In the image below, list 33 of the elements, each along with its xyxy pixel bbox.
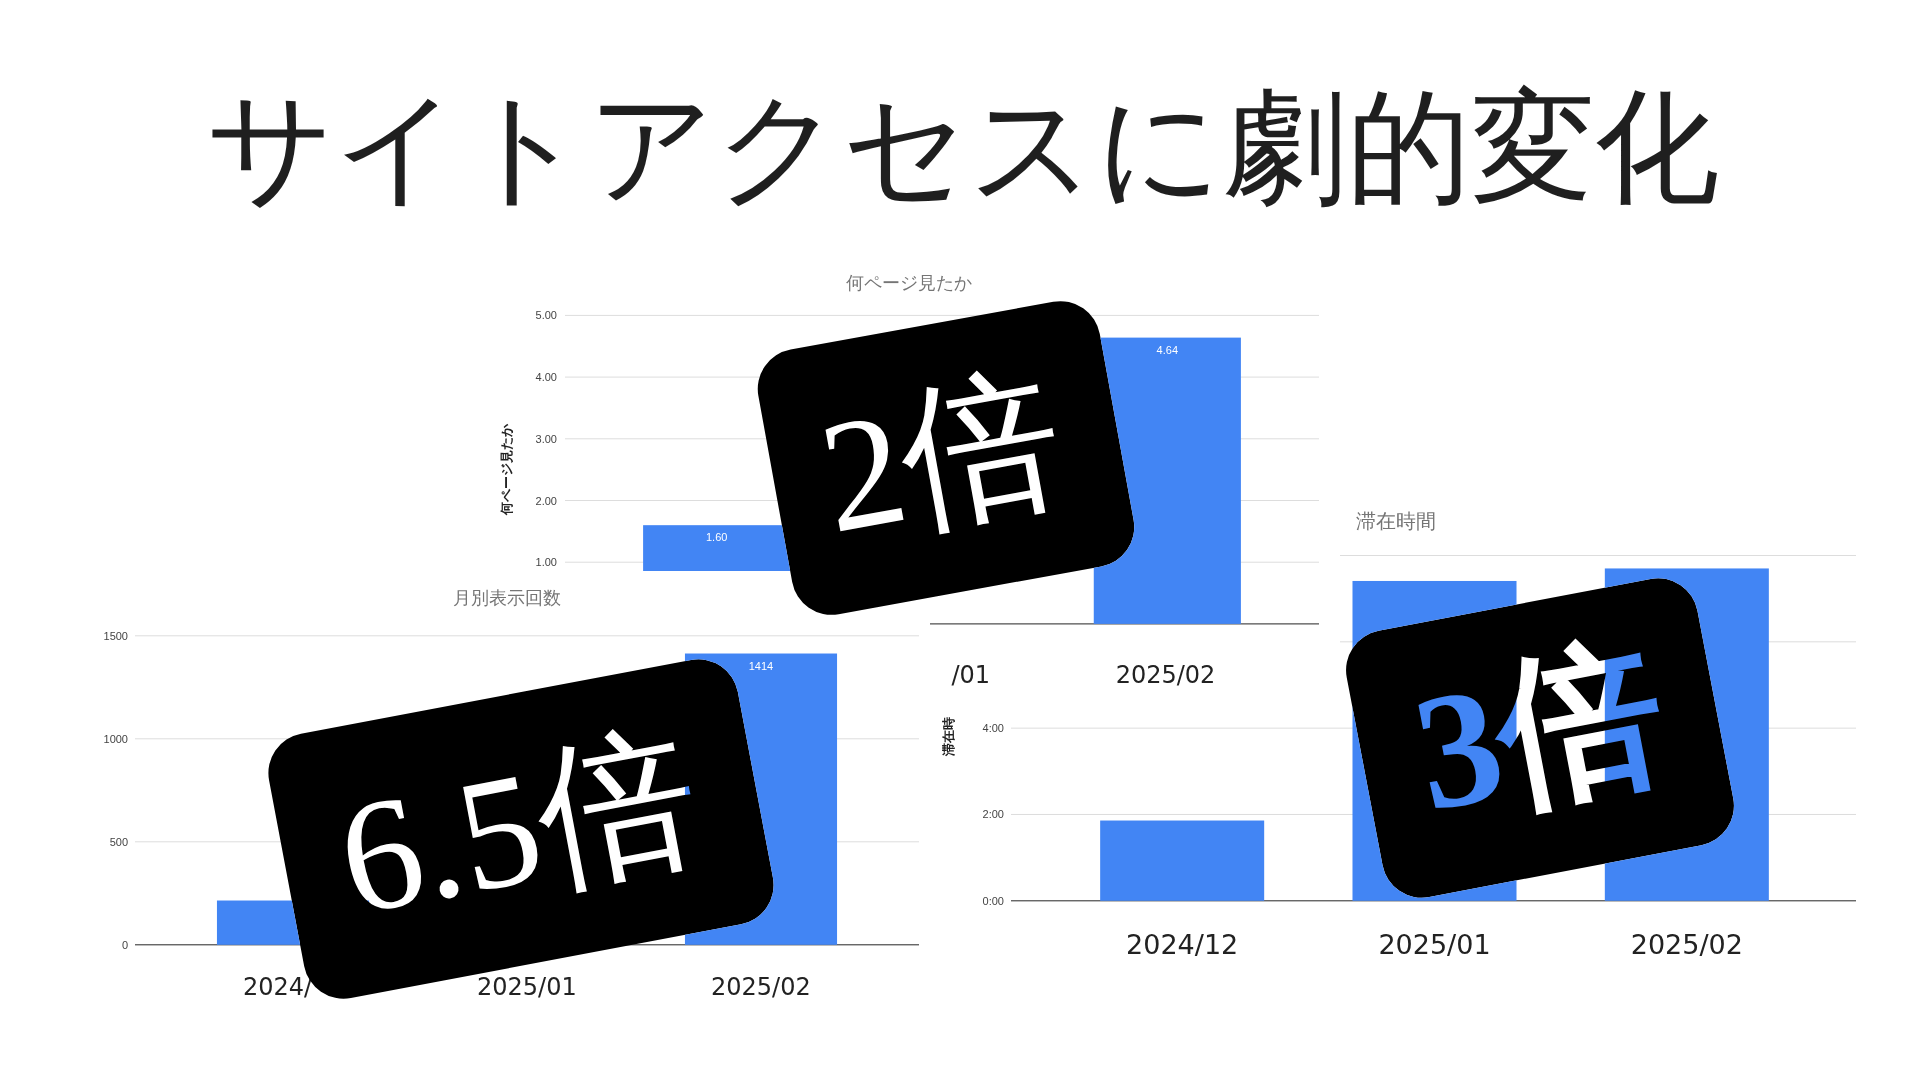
y-tick-label: 1.00 [535, 556, 557, 569]
y-tick-label: 0 [121, 938, 128, 951]
y-tick-label: 3.00 [535, 432, 557, 445]
chart-title: 月別表示回数 [453, 588, 561, 608]
x-tick-label: 2025/02 [1630, 928, 1743, 960]
x-tick-label: 2025/02 [711, 973, 811, 1001]
data-label: 1.60 [705, 531, 728, 544]
y-tick-label: 1500 [103, 629, 128, 642]
x-tick-label: 2025/01 [1378, 928, 1491, 960]
bar [1100, 820, 1265, 901]
x-tick-label: 2025/02 [1115, 661, 1216, 689]
chart-title: 何ページ見たか [846, 273, 972, 293]
y-tick-label: 5.00 [535, 309, 557, 322]
data-label: 1414 [748, 659, 774, 672]
x-tick-label: 2024/12 [1126, 928, 1239, 960]
y-tick-label: 4:00 [982, 722, 1004, 735]
data-label: 4.64 [1156, 343, 1179, 356]
y-tick-label: 2.00 [535, 494, 557, 507]
x-tick-label: /01 [951, 661, 990, 689]
y-tick-label: 0:00 [982, 894, 1004, 907]
annotation: 3倍 [1401, 619, 1679, 847]
y-tick-label: 2:00 [982, 808, 1004, 821]
y-tick-label: 1000 [103, 732, 128, 745]
y-tick-label: 500 [109, 835, 128, 848]
y-axis-title: 何ページ見たか [499, 423, 515, 517]
chart-title: 滞在時間 [1356, 510, 1436, 532]
x-tick-label: 2024/ [243, 973, 314, 1001]
x-tick-label: 2025/01 [477, 973, 577, 1001]
annotation: 2倍 [808, 348, 1076, 568]
y-tick-label: 4.00 [535, 371, 557, 384]
y-axis-title: 滞在時 [940, 717, 956, 757]
annotation: 6.5倍 [325, 707, 713, 949]
text: サイトアクセスに劇的変化 [207, 78, 1719, 216]
